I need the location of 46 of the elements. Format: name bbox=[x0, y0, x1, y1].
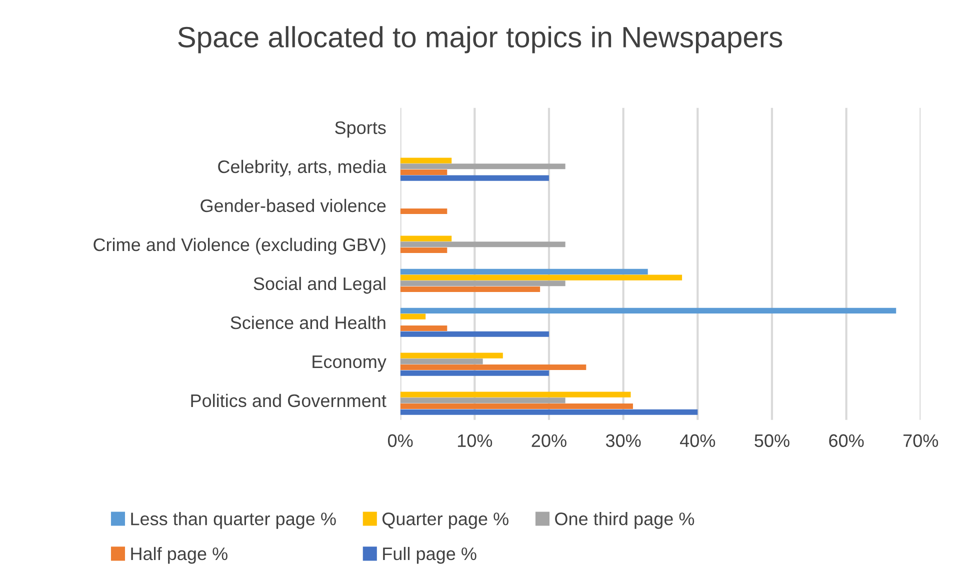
bar bbox=[400, 169, 448, 176]
bar bbox=[400, 274, 682, 280]
bar bbox=[400, 308, 896, 314]
legend-label: Half page % bbox=[131, 546, 228, 564]
bar bbox=[400, 314, 426, 320]
x-tick-label: 10% bbox=[458, 434, 492, 448]
legend-label: Full page % bbox=[383, 546, 476, 564]
bar bbox=[400, 158, 452, 164]
x-tick-label: 70% bbox=[903, 434, 938, 448]
y-tick-label: Gender-based violence bbox=[200, 198, 386, 212]
bar bbox=[400, 370, 549, 376]
bar bbox=[400, 392, 631, 398]
chart-title: Space allocated to major topics in Newspapers bbox=[178, 26, 782, 54]
bar bbox=[400, 247, 448, 254]
bar bbox=[400, 236, 452, 242]
x-tick-label: 20% bbox=[532, 434, 566, 448]
y-tick-label: Crime and Violence (excluding GBV) bbox=[94, 238, 386, 255]
bar bbox=[400, 208, 448, 214]
legend-label: Less than quarter page % bbox=[131, 512, 336, 529]
y-tick-label: Celebrity, arts, media bbox=[218, 160, 386, 177]
bar bbox=[400, 398, 566, 404]
legend-label: Quarter page % bbox=[382, 512, 508, 529]
y-tick-label: Sports bbox=[335, 121, 386, 138]
x-tick-label: 40% bbox=[680, 434, 716, 448]
x-tick-label: 60% bbox=[829, 434, 864, 448]
bar bbox=[400, 268, 648, 274]
bar bbox=[400, 164, 566, 170]
x-tick-label: 0% bbox=[388, 434, 413, 448]
y-tick-label: Science and Health bbox=[230, 316, 386, 330]
bar bbox=[400, 364, 586, 370]
bar bbox=[400, 325, 448, 332]
x-tick-label: 50% bbox=[754, 434, 790, 448]
bar bbox=[400, 280, 566, 286]
bar bbox=[400, 242, 566, 248]
bar bbox=[400, 352, 503, 358]
x-tick-label: 30% bbox=[606, 434, 641, 448]
bar bbox=[400, 409, 698, 415]
y-tick-label: Politics and Government bbox=[191, 394, 386, 408]
bar bbox=[400, 331, 549, 337]
bar bbox=[400, 403, 633, 410]
y-tick-label: Economy bbox=[312, 356, 386, 372]
bar bbox=[400, 358, 483, 364]
bar bbox=[400, 286, 540, 292]
y-tick-label: Social and Legal bbox=[254, 276, 386, 294]
legend-label: One third page % bbox=[555, 512, 694, 529]
bar bbox=[400, 175, 549, 181]
